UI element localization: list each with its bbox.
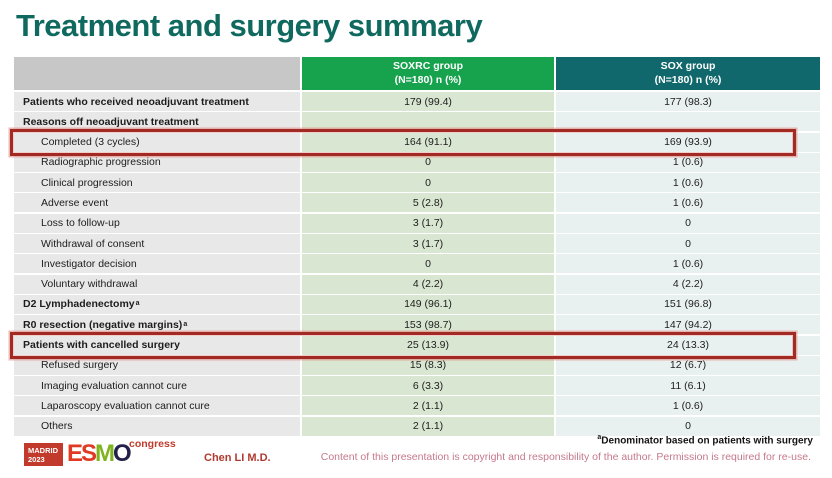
header-soxrc-line1: SOXRC group [393, 60, 463, 73]
soxrc-value: 25 (13.9) [302, 335, 554, 355]
row-label: Loss to follow-up [14, 213, 300, 233]
row-label: Investigator decision [14, 254, 300, 274]
sox-value: 0 [556, 213, 820, 233]
row-label: R0 resection (negative margins) a [14, 315, 300, 335]
row-label: Radiographic progression [14, 152, 300, 172]
row-label: Withdrawal of consent [14, 234, 300, 254]
sox-value: 0 [556, 416, 820, 436]
sox-value: 1 (0.6) [556, 254, 820, 274]
soxrc-value: 149 (96.1) [302, 294, 554, 314]
esmo-letter-s: S [81, 440, 97, 467]
soxrc-value: 5 (2.8) [302, 193, 554, 213]
table-row: Laparoscopy evaluation cannot cure 2 (1.1… [14, 396, 820, 416]
table-row: Completed (3 cycles) 164 (91.1) 169 (93.9) [10, 128, 820, 156]
summary-table: SOXRC group (N=180) n (%) SOX group (N=1… [10, 57, 820, 436]
sox-value: 0 [556, 234, 820, 254]
esmo-letter-m: M [95, 440, 115, 467]
row-label: Completed (3 cycles) [14, 132, 300, 152]
table-row: Radiographic progression 0 1 (0.6) [14, 152, 820, 172]
congress-label: congress [129, 438, 176, 450]
page-title: Treatment and surgery summary [16, 8, 483, 43]
header-sox-line1: SOX group [660, 60, 716, 73]
table-row: Refused surgery 15 (8.3) 12 (6.7) [14, 355, 820, 375]
table-row: Reasons off neoadjuvant treatment [14, 112, 820, 132]
table-body: Patients who received neoadjuvant treatm… [10, 92, 820, 436]
row-label: Voluntary withdrawal [14, 274, 300, 294]
sox-value: 4 (2.2) [556, 274, 820, 294]
presenter-name: Chen LI M.D. [204, 452, 271, 464]
table-row: D2 Lymphadenectomy a 149 (96.1) 151 (96.8) [14, 294, 820, 314]
table-row: Voluntary withdrawal 4 (2.2) 4 (2.2) [14, 274, 820, 294]
header-empty-cell [14, 57, 300, 90]
soxrc-value: 2 (1.1) [302, 396, 554, 416]
copyright-notice: Content of this presentation is copyrigh… [320, 451, 811, 463]
header-sox-line2: (N=180) n (%) [654, 73, 722, 86]
sox-value: 177 (98.3) [556, 92, 820, 111]
footnote-superscript: a [597, 434, 602, 441]
soxrc-value: 15 (8.3) [302, 355, 554, 375]
soxrc-value: 0 [302, 152, 554, 172]
row-label: Imaging evaluation cannot cure [14, 376, 300, 396]
esmo-letter-e: E [67, 440, 83, 467]
row-label: Others [14, 416, 300, 436]
soxrc-value: 4 (2.2) [302, 274, 554, 294]
sox-value [556, 112, 820, 132]
table-row: Patients who received neoadjuvant treatm… [14, 92, 820, 111]
table-row: Patients with cancelled surgery 25 (13.9)… [10, 331, 820, 359]
table-row: Imaging evaluation cannot cure 6 (3.3) 11 … [14, 376, 820, 396]
table-header-row: SOXRC group (N=180) n (%) SOX group (N=1… [14, 57, 820, 90]
sox-value: 24 (13.3) [556, 335, 820, 355]
row-label: Clinical progression [14, 173, 300, 193]
soxrc-value: 2 (1.1) [302, 416, 554, 436]
table-row: R0 resection (negative margins) a 153 (98.… [14, 315, 820, 335]
row-label: D2 Lymphadenectomy a [14, 294, 300, 314]
row-label: Laparoscopy evaluation cannot cure [14, 396, 300, 416]
soxrc-value: 0 [302, 254, 554, 274]
table-row: Investigator decision 0 1 (0.6) [14, 254, 820, 274]
sox-value: 11 (6.1) [556, 376, 820, 396]
esmo-letter-o: O [113, 440, 132, 467]
row-label: Refused surgery [14, 355, 300, 375]
sox-value: 12 (6.7) [556, 355, 820, 375]
table-row: Adverse event 5 (2.8) 1 (0.6) [14, 193, 820, 213]
footnote-text: Denominator based on patients with surge… [601, 435, 813, 447]
soxrc-value: 164 (91.1) [302, 132, 554, 152]
sox-value: 1 (0.6) [556, 193, 820, 213]
soxrc-value: 6 (3.3) [302, 376, 554, 396]
row-label: Patients who received neoadjuvant treatm… [14, 92, 300, 111]
sox-value: 147 (94.2) [556, 315, 820, 335]
row-label: Patients with cancelled surgery [14, 335, 300, 355]
esmo-congress-logo: MADRID 2023 ESMO congress [24, 438, 194, 471]
soxrc-value: 179 (99.4) [302, 92, 554, 111]
header-soxrc-group: SOXRC group (N=180) n (%) [302, 57, 554, 90]
sox-value: 169 (93.9) [556, 132, 820, 152]
table-row: Loss to follow-up 3 (1.7) 0 [14, 213, 820, 233]
row-label: Reasons off neoadjuvant treatment [14, 112, 300, 132]
logo-year: 2023 [28, 454, 45, 464]
row-label: Adverse event [14, 193, 300, 213]
table-row: Others 2 (1.1) 0 [14, 416, 820, 436]
header-soxrc-line2: (N=180) n (%) [394, 73, 462, 86]
header-sox-group: SOX group (N=180) n (%) [556, 57, 820, 90]
esmo-wordmark: ESMO [67, 440, 132, 468]
table-row: Withdrawal of consent 3 (1.7) 0 [14, 234, 820, 254]
table-footnote: aDenominator based on patients with surg… [597, 434, 813, 446]
madrid-2023-badge: MADRID 2023 [24, 443, 63, 466]
soxrc-value [302, 112, 554, 132]
logo-city: MADRID [28, 445, 58, 455]
soxrc-value: 3 (1.7) [302, 234, 554, 254]
soxrc-value: 3 (1.7) [302, 213, 554, 233]
table-row: Clinical progression 0 1 (0.6) [14, 173, 820, 193]
sox-value: 1 (0.6) [556, 396, 820, 416]
sox-value: 151 (96.8) [556, 294, 820, 314]
soxrc-value: 0 [302, 173, 554, 193]
sox-value: 1 (0.6) [556, 173, 820, 193]
sox-value: 1 (0.6) [556, 152, 820, 172]
soxrc-value: 153 (98.7) [302, 315, 554, 335]
